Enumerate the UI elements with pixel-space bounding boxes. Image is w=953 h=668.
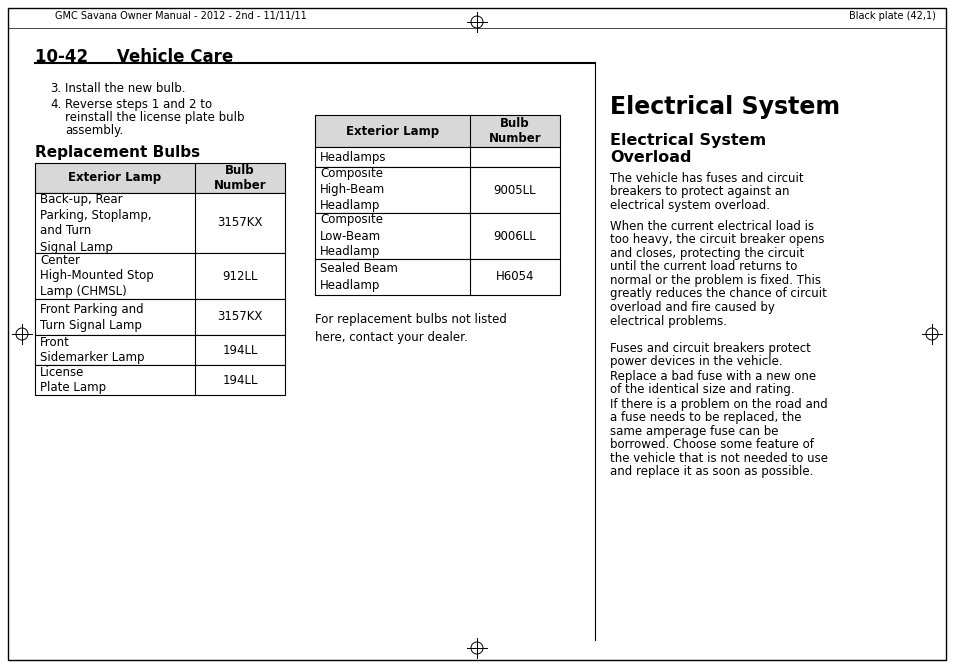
Text: and replace it as soon as possible.: and replace it as soon as possible. xyxy=(609,466,813,478)
Text: of the identical size and rating.: of the identical size and rating. xyxy=(609,383,794,397)
Text: 194LL: 194LL xyxy=(222,373,257,387)
Bar xyxy=(314,259,559,295)
Text: Bulb
Number: Bulb Number xyxy=(488,117,540,145)
Text: Electrical System: Electrical System xyxy=(609,133,765,148)
Text: assembly.: assembly. xyxy=(65,124,123,137)
Text: Composite
Low-Beam
Headlamp: Composite Low-Beam Headlamp xyxy=(319,214,382,259)
Text: electrical problems.: electrical problems. xyxy=(609,315,726,327)
Bar xyxy=(35,163,285,193)
Bar xyxy=(314,115,559,147)
Text: normal or the problem is fixed. This: normal or the problem is fixed. This xyxy=(609,274,821,287)
Text: until the current load returns to: until the current load returns to xyxy=(609,261,797,273)
Bar xyxy=(314,167,559,213)
Bar xyxy=(35,253,285,299)
Text: the vehicle that is not needed to use: the vehicle that is not needed to use xyxy=(609,452,827,465)
Text: If there is a problem on the road and: If there is a problem on the road and xyxy=(609,398,827,411)
Text: borrowed. Choose some feature of: borrowed. Choose some feature of xyxy=(609,438,813,452)
Text: Reverse steps 1 and 2 to: Reverse steps 1 and 2 to xyxy=(65,98,212,111)
Text: and closes, protecting the circuit: and closes, protecting the circuit xyxy=(609,247,803,260)
Text: Install the new bulb.: Install the new bulb. xyxy=(65,82,185,95)
Text: 4.: 4. xyxy=(50,98,61,111)
Text: breakers to protect against an: breakers to protect against an xyxy=(609,186,789,198)
Text: H6054: H6054 xyxy=(496,271,534,283)
Text: 3.: 3. xyxy=(50,82,61,95)
Bar xyxy=(314,213,559,259)
Text: Replacement Bulbs: Replacement Bulbs xyxy=(35,145,200,160)
Text: Exterior Lamp: Exterior Lamp xyxy=(69,172,161,184)
Text: GMC Savana Owner Manual - 2012 - 2nd - 11/11/11: GMC Savana Owner Manual - 2012 - 2nd - 1… xyxy=(55,11,307,21)
Text: When the current electrical load is: When the current electrical load is xyxy=(609,220,813,233)
Text: 10-42     Vehicle Care: 10-42 Vehicle Care xyxy=(35,48,233,66)
Text: The vehicle has fuses and circuit: The vehicle has fuses and circuit xyxy=(609,172,802,185)
Text: 912LL: 912LL xyxy=(222,269,257,283)
Text: power devices in the vehicle.: power devices in the vehicle. xyxy=(609,355,781,369)
Text: Fuses and circuit breakers protect: Fuses and circuit breakers protect xyxy=(609,342,810,355)
Text: 194LL: 194LL xyxy=(222,343,257,357)
Text: overload and fire caused by: overload and fire caused by xyxy=(609,301,774,314)
Text: Black plate (42,1): Black plate (42,1) xyxy=(848,11,935,21)
Text: too heavy, the circuit breaker opens: too heavy, the circuit breaker opens xyxy=(609,234,823,246)
Text: Center
High-Mounted Stop
Lamp (CHMSL): Center High-Mounted Stop Lamp (CHMSL) xyxy=(40,253,153,299)
Bar xyxy=(314,147,559,167)
Text: a fuse needs to be replaced, the: a fuse needs to be replaced, the xyxy=(609,411,801,424)
Text: 9006LL: 9006LL xyxy=(493,230,536,242)
Text: 9005LL: 9005LL xyxy=(493,184,536,196)
Text: Overload: Overload xyxy=(609,150,691,165)
Text: Bulb
Number: Bulb Number xyxy=(213,164,266,192)
Text: Sealed Beam
Headlamp: Sealed Beam Headlamp xyxy=(319,263,397,291)
Text: Front Parking and
Turn Signal Lamp: Front Parking and Turn Signal Lamp xyxy=(40,303,144,331)
Text: 3157KX: 3157KX xyxy=(217,216,262,230)
Text: reinstall the license plate bulb: reinstall the license plate bulb xyxy=(65,111,244,124)
Text: License
Plate Lamp: License Plate Lamp xyxy=(40,365,106,395)
Text: Composite
High-Beam
Headlamp: Composite High-Beam Headlamp xyxy=(319,168,385,212)
Bar xyxy=(35,335,285,365)
Text: Replace a bad fuse with a new one: Replace a bad fuse with a new one xyxy=(609,370,815,383)
Text: 3157KX: 3157KX xyxy=(217,311,262,323)
Text: Electrical System: Electrical System xyxy=(609,95,840,119)
Text: Headlamps: Headlamps xyxy=(319,150,386,164)
Text: electrical system overload.: electrical system overload. xyxy=(609,199,769,212)
Text: same amperage fuse can be: same amperage fuse can be xyxy=(609,425,778,438)
Bar xyxy=(35,365,285,395)
Text: Front
Sidemarker Lamp: Front Sidemarker Lamp xyxy=(40,335,144,365)
Bar xyxy=(35,299,285,335)
Text: For replacement bulbs not listed
here, contact your dealer.: For replacement bulbs not listed here, c… xyxy=(314,313,506,344)
Text: Exterior Lamp: Exterior Lamp xyxy=(346,124,438,138)
Text: greatly reduces the chance of circuit: greatly reduces the chance of circuit xyxy=(609,287,826,301)
Bar xyxy=(35,193,285,253)
Text: Back-up, Rear
Parking, Stoplamp,
and Turn
Signal Lamp: Back-up, Rear Parking, Stoplamp, and Tur… xyxy=(40,192,152,253)
